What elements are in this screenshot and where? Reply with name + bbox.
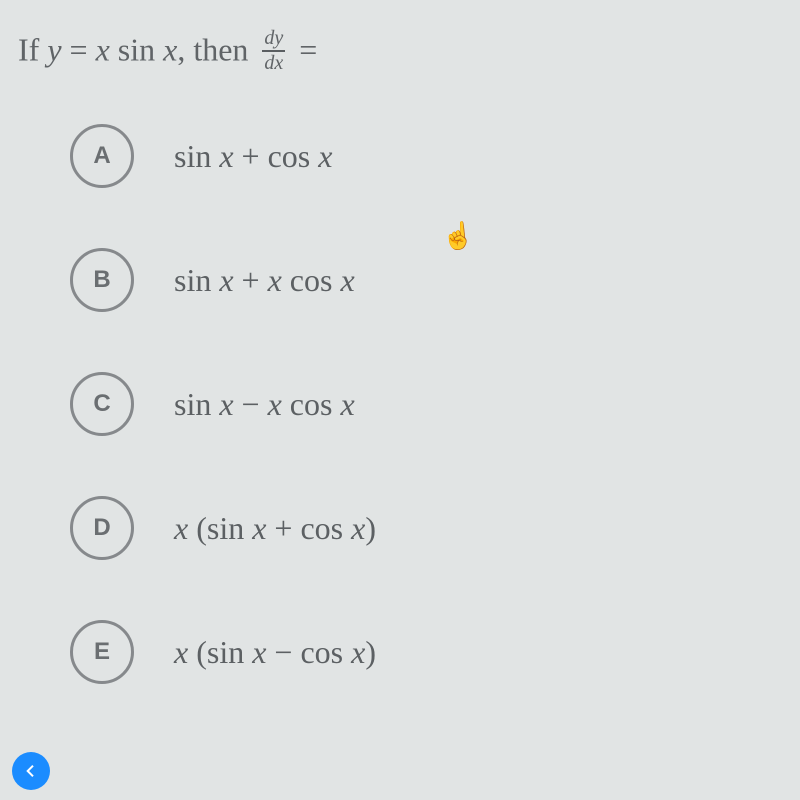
- q-sp: [110, 31, 118, 67]
- option-d[interactable]: D x (sin x + cos x): [70, 496, 782, 560]
- q-prefix: If: [18, 31, 47, 67]
- option-expression: sin x + x cos x: [174, 262, 355, 299]
- option-expression: sin x − x cos x: [174, 386, 355, 423]
- option-expression: x (sin x + cos x): [174, 510, 376, 547]
- option-letter: B: [70, 248, 134, 312]
- q-fraction: dydx: [262, 28, 285, 74]
- q-x2: x: [163, 31, 177, 67]
- q-sin: sin: [118, 31, 163, 67]
- back-button[interactable]: [12, 752, 50, 790]
- option-expression: sin x + cos x: [174, 138, 332, 175]
- q-var-y: y: [47, 31, 61, 67]
- option-letter: D: [70, 496, 134, 560]
- option-b[interactable]: B sin x + x cos x: [70, 248, 782, 312]
- q-eq: =: [62, 31, 96, 67]
- options-list: A sin x + cos x B sin x + x cos x C sin …: [18, 124, 782, 684]
- option-c[interactable]: C sin x − x cos x: [70, 372, 782, 436]
- option-letter: E: [70, 620, 134, 684]
- q-x1: x: [96, 31, 110, 67]
- option-letter: A: [70, 124, 134, 188]
- option-letter: C: [70, 372, 134, 436]
- q-tail: =: [291, 31, 317, 67]
- option-a[interactable]: A sin x + cos x: [70, 124, 782, 188]
- chevron-left-icon: [23, 763, 39, 779]
- option-e[interactable]: E x (sin x − cos x): [70, 620, 782, 684]
- quiz-container: If y = x sin x, then dydx = A sin x + co…: [0, 0, 800, 762]
- question-text: If y = x sin x, then dydx =: [18, 28, 782, 78]
- q-then: , then: [177, 31, 256, 67]
- option-expression: x (sin x − cos x): [174, 634, 376, 671]
